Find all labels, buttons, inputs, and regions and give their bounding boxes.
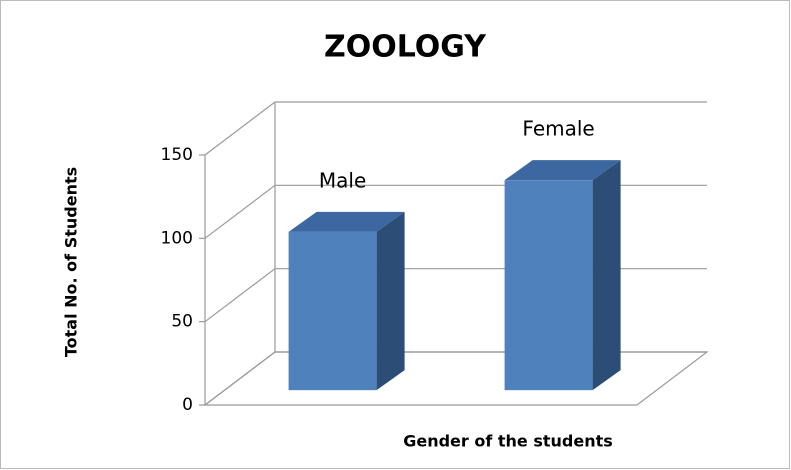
bar-top [504,160,621,181]
y-tick-label: 150 [161,145,193,165]
bar-top [288,211,405,232]
bar-side [592,160,621,391]
grid-line [204,351,276,406]
x-axis-label: Gender of the students [403,432,613,451]
category-label: Female [522,117,594,141]
grid-line [204,268,276,323]
y-tick-label: 0 [182,395,193,415]
y-axis-label: Total No. of Students [62,167,81,357]
grid-line [204,101,276,156]
bar-side [376,211,405,391]
y-tick-label: 50 [171,312,193,332]
category-label: Male [319,168,366,192]
y-tick-label: 100 [161,228,193,248]
grid-line [204,184,276,239]
chart-title: ZOOLOGY [324,30,487,65]
bar [504,180,593,391]
bar [288,231,377,391]
